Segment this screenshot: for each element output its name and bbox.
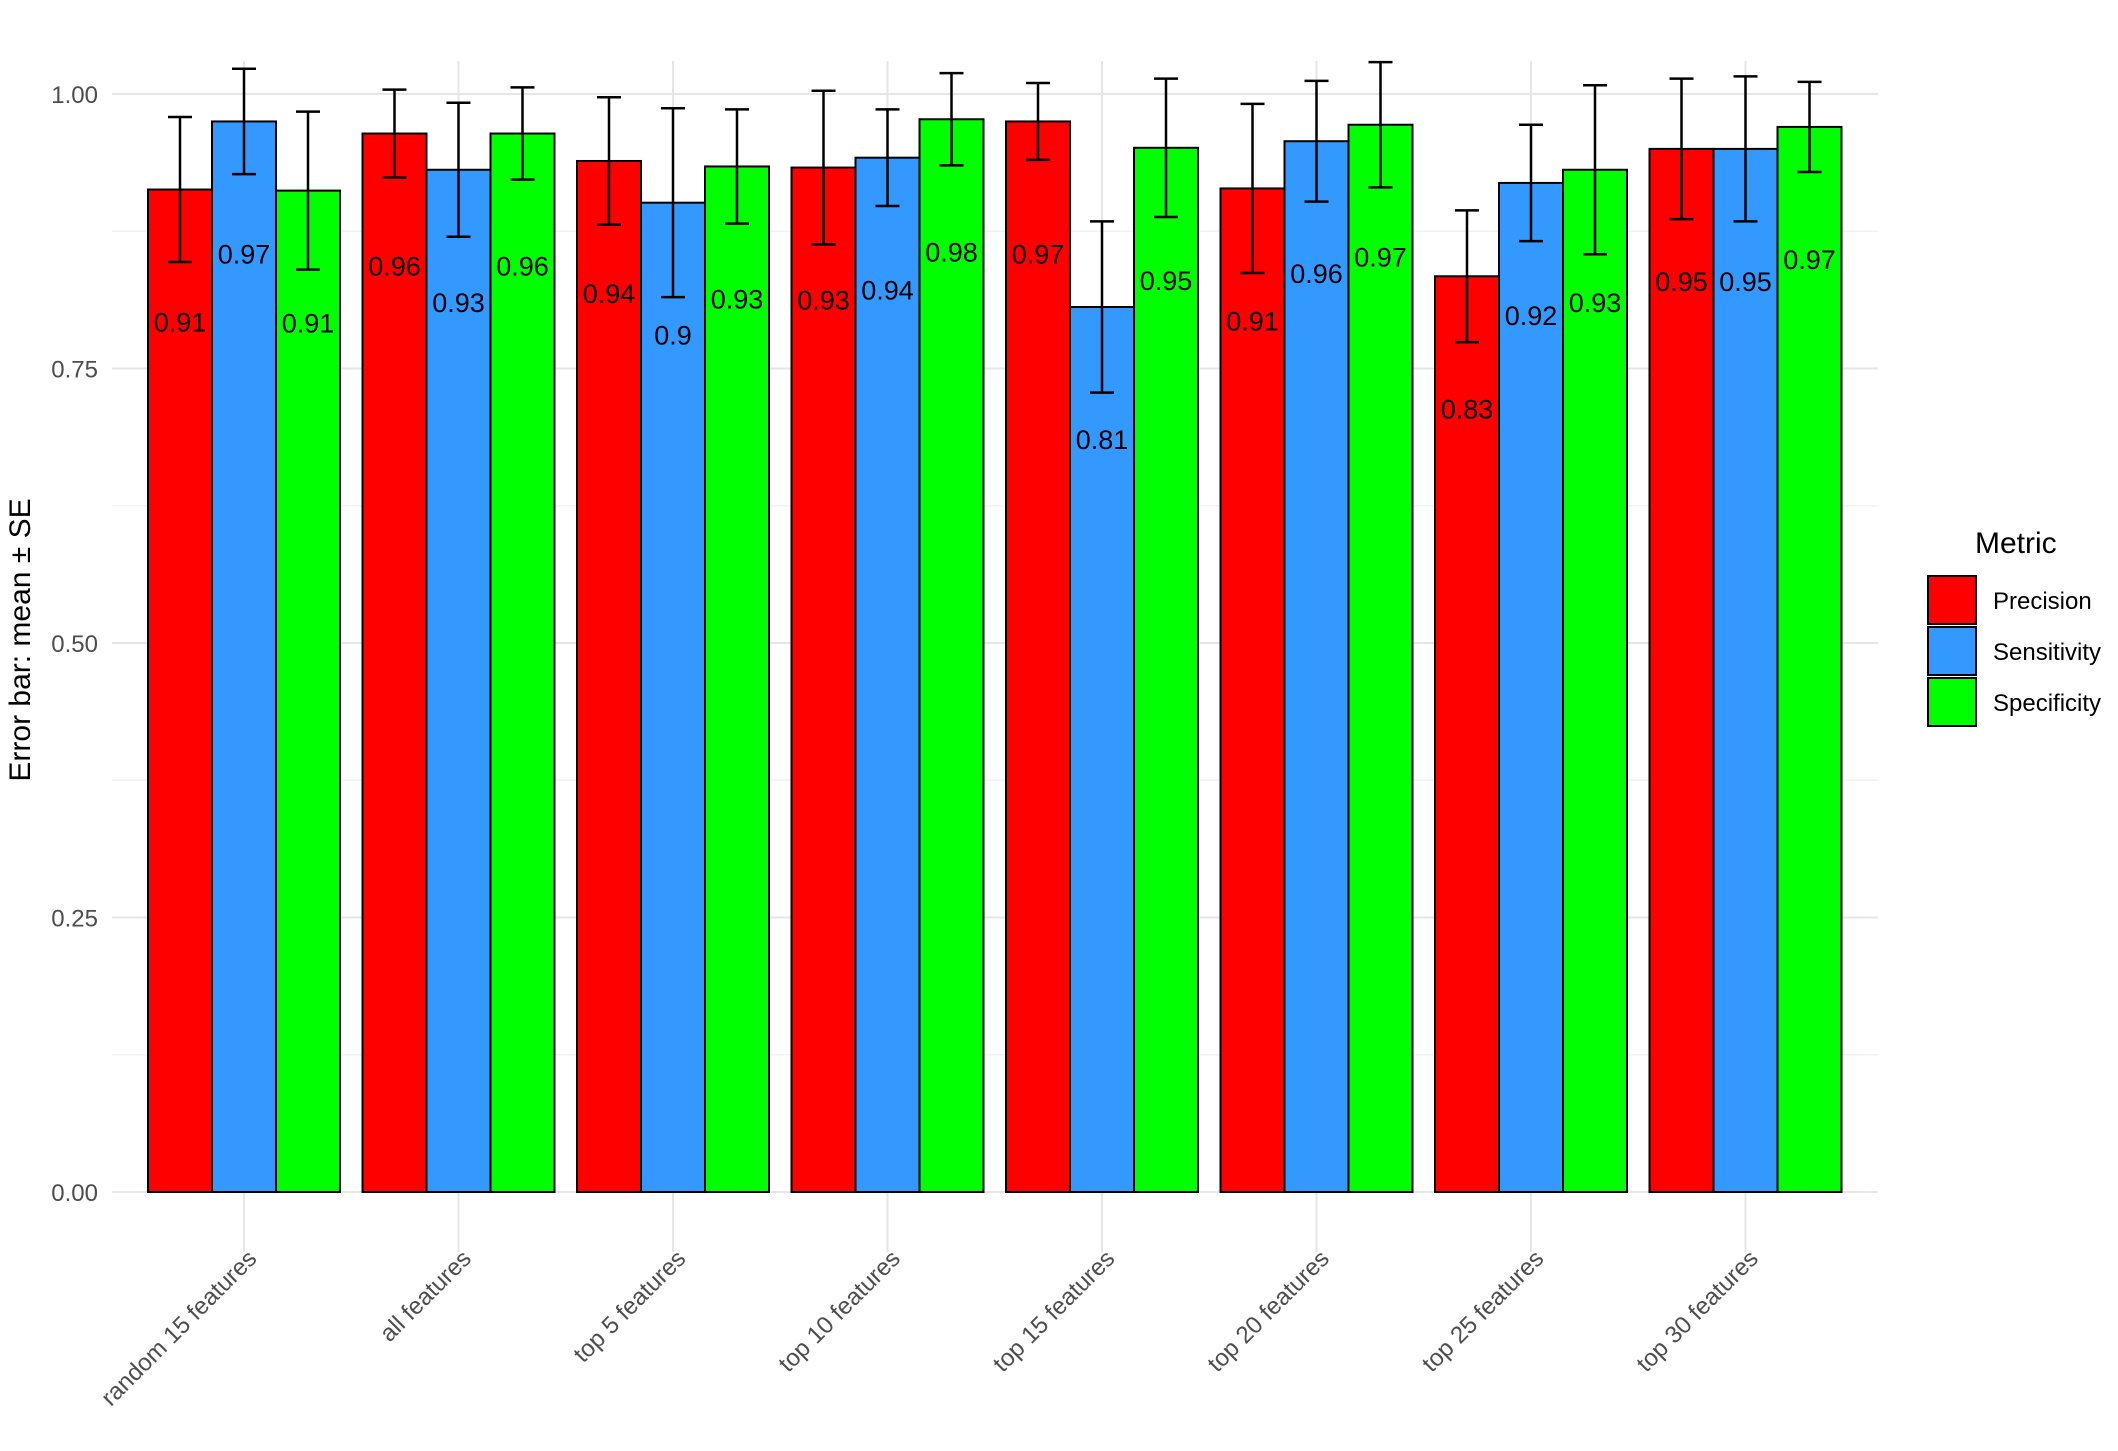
bar (1776, 125, 1843, 1194)
bar (790, 166, 857, 1193)
data-label: 0.97 (1783, 245, 1836, 275)
data-label: 0.96 (496, 252, 549, 282)
x-tick-label: top 5 features (568, 1245, 691, 1368)
data-label: 0.91 (1226, 306, 1279, 336)
data-label: 0.97 (1354, 243, 1407, 273)
bar (1133, 146, 1199, 1193)
bar (640, 201, 706, 1193)
data-label: 0.9 (654, 321, 692, 351)
legend-label: Precision (1993, 588, 2092, 615)
legend-key (1927, 575, 1977, 625)
data-label: 0.96 (368, 252, 421, 282)
y-tick-label: 0.75 (51, 357, 98, 384)
y-axis-title: Error bar: mean ± SE (4, 498, 37, 781)
x-tick-label: top 30 features (1631, 1245, 1763, 1377)
bar (1283, 140, 1350, 1194)
legend-title: Metric (1975, 527, 2057, 560)
data-label: 0.81 (1076, 425, 1129, 455)
legend-label: Sensitivity (1993, 639, 2101, 666)
x-tick-label: top 20 features (1202, 1245, 1334, 1377)
data-label: 0.83 (1441, 394, 1494, 424)
bar (147, 188, 213, 1193)
data-label: 0.93 (797, 286, 850, 316)
data-label: 0.93 (432, 288, 485, 318)
legend: Metric Precision Sensitivity Specificity (1927, 527, 2101, 727)
data-label: 0.95 (1140, 266, 1193, 296)
bar (1712, 147, 1779, 1193)
bar (275, 189, 341, 1193)
bar (1498, 181, 1564, 1194)
data-label: 0.93 (1569, 288, 1622, 318)
bar (1005, 120, 1071, 1194)
x-tick-label: top 25 features (1417, 1245, 1549, 1377)
data-label: 0.97 (1012, 239, 1065, 269)
bar (704, 165, 770, 1193)
x-tick-label: top 15 features (988, 1245, 1120, 1377)
data-label: 0.97 (218, 239, 271, 269)
bar-layer (147, 118, 1843, 1194)
bar (1648, 147, 1715, 1193)
legend-label: Specificity (1993, 690, 2101, 717)
bar (918, 118, 985, 1193)
data-label: 0.96 (1290, 259, 1343, 289)
bar (489, 132, 556, 1194)
bar (361, 132, 428, 1194)
bar (1347, 123, 1414, 1193)
data-label-layer: 0.91 0.96 0.94 0.93 0.97 0.91 0.83 0.95 0.97 0.93… (154, 237, 1836, 455)
data-label: 0.91 (154, 308, 207, 338)
y-tick-label: 0.50 (51, 631, 98, 658)
bar (854, 156, 921, 1194)
x-tick-label: random 15 features (96, 1245, 262, 1411)
bar (1562, 168, 1628, 1193)
legend-key (1927, 677, 1977, 727)
bar (576, 159, 642, 1193)
y-tick-label: 1.00 (51, 82, 98, 109)
data-label: 0.94 (861, 276, 914, 306)
error-bar-layer (168, 60, 1822, 394)
data-label: 0.92 (1505, 301, 1558, 331)
data-label: 0.95 (1655, 267, 1708, 297)
data-label: 0.91 (282, 309, 335, 339)
data-label: 0.95 (1719, 267, 1772, 297)
legend-key (1927, 626, 1977, 676)
x-tick-label: all features (375, 1245, 477, 1347)
bar (211, 120, 277, 1194)
data-label: 0.94 (583, 279, 636, 309)
y-tick-label: 0.25 (51, 906, 98, 933)
data-label: 0.98 (925, 237, 978, 267)
bar (1219, 187, 1286, 1194)
data-label: 0.93 (711, 284, 764, 314)
bar (425, 168, 492, 1193)
y-tick-label: 0.00 (51, 1180, 98, 1207)
x-tick-label: top 10 features (773, 1245, 905, 1377)
